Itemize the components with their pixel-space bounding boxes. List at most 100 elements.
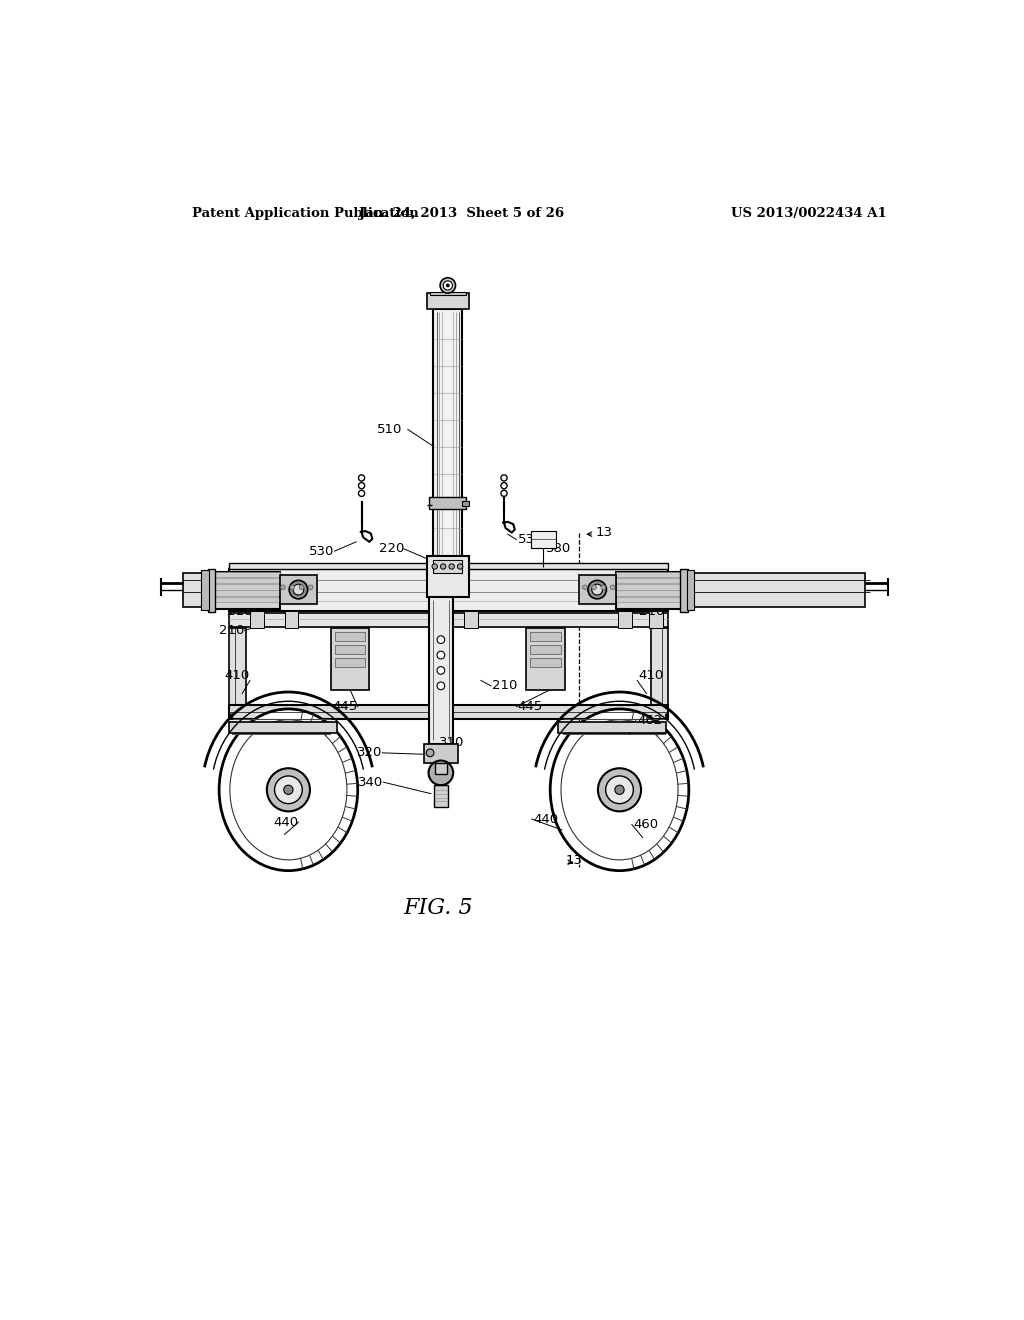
Text: US 2013/0022434 A1: US 2013/0022434 A1	[731, 207, 887, 220]
Bar	[429, 498, 466, 508]
Text: 410: 410	[224, 669, 250, 682]
Circle shape	[440, 564, 445, 569]
Bar	[285, 611, 298, 628]
Text: 530: 530	[518, 533, 544, 546]
Text: 13: 13	[596, 527, 612, 539]
Circle shape	[293, 585, 304, 595]
Bar	[424, 743, 458, 763]
Bar	[433, 611, 447, 628]
Circle shape	[443, 281, 453, 290]
Bar	[615, 585, 682, 590]
Circle shape	[458, 564, 463, 569]
Circle shape	[601, 585, 605, 590]
Text: 410: 410	[639, 669, 664, 682]
Bar	[530, 632, 561, 642]
Bar	[229, 569, 668, 611]
Circle shape	[432, 564, 437, 569]
Bar	[183, 573, 229, 607]
Ellipse shape	[550, 709, 689, 871]
Bar	[250, 611, 264, 628]
Bar	[651, 628, 668, 705]
Circle shape	[614, 785, 625, 795]
Bar	[615, 572, 682, 577]
Circle shape	[429, 760, 454, 785]
Text: 210: 210	[227, 605, 252, 618]
Circle shape	[592, 585, 602, 595]
Bar	[579, 576, 615, 605]
Bar	[530, 659, 561, 668]
Text: 210: 210	[219, 624, 245, 638]
Text: 510: 510	[377, 422, 402, 436]
Bar	[229, 705, 668, 719]
Circle shape	[592, 585, 596, 590]
Bar	[202, 570, 209, 610]
Bar	[229, 722, 337, 733]
Text: 440: 440	[273, 816, 298, 829]
Text: 445: 445	[518, 700, 543, 713]
Circle shape	[588, 581, 606, 599]
Ellipse shape	[219, 709, 357, 871]
Bar	[429, 595, 454, 743]
Bar	[335, 645, 366, 655]
Text: FIG. 5: FIG. 5	[403, 896, 473, 919]
Bar	[670, 573, 865, 607]
Text: 580: 580	[547, 543, 571, 556]
Text: 340: 340	[357, 776, 383, 788]
Text: 520: 520	[628, 574, 652, 587]
Circle shape	[583, 585, 587, 590]
Bar	[427, 557, 469, 597]
Bar	[649, 611, 663, 628]
Circle shape	[437, 682, 444, 689]
Bar	[433, 560, 463, 573]
Circle shape	[281, 585, 286, 590]
Bar	[617, 611, 632, 628]
Bar	[464, 611, 478, 628]
Text: 462: 462	[637, 714, 663, 727]
Text: 220: 220	[379, 543, 403, 556]
Bar	[214, 597, 280, 602]
Text: Jan. 24, 2013  Sheet 5 of 26: Jan. 24, 2013 Sheet 5 of 26	[359, 207, 564, 220]
Bar	[229, 562, 668, 569]
Text: 530: 530	[309, 545, 335, 557]
Circle shape	[284, 785, 293, 795]
Text: 210: 210	[639, 605, 665, 618]
Ellipse shape	[230, 719, 347, 859]
Bar	[686, 570, 694, 610]
Bar	[615, 597, 682, 602]
Bar	[434, 785, 447, 807]
Text: 440: 440	[534, 813, 558, 825]
Circle shape	[446, 284, 450, 286]
Text: 210: 210	[493, 680, 518, 693]
Text: 310: 310	[438, 735, 464, 748]
Text: 320: 320	[357, 746, 382, 759]
Circle shape	[426, 748, 434, 756]
Text: 445: 445	[333, 700, 357, 713]
Circle shape	[299, 585, 304, 590]
Circle shape	[605, 776, 634, 804]
Circle shape	[437, 636, 444, 644]
Bar	[208, 569, 215, 612]
Bar	[680, 569, 688, 612]
Bar	[229, 612, 668, 627]
Bar	[214, 578, 280, 583]
Circle shape	[267, 768, 310, 812]
Bar	[430, 292, 466, 294]
Circle shape	[437, 651, 444, 659]
Circle shape	[440, 277, 456, 293]
Circle shape	[598, 768, 641, 812]
Text: 460: 460	[634, 818, 658, 832]
Bar	[214, 572, 280, 609]
Circle shape	[610, 585, 614, 590]
Bar	[435, 763, 447, 775]
Circle shape	[308, 585, 313, 590]
Bar	[331, 628, 370, 689]
Bar	[530, 645, 561, 655]
Bar	[214, 590, 280, 595]
Bar	[427, 293, 469, 309]
Text: Patent Application Publication: Patent Application Publication	[193, 207, 419, 220]
Circle shape	[274, 776, 302, 804]
Bar	[615, 590, 682, 595]
Bar	[526, 628, 565, 689]
Bar	[229, 628, 246, 705]
Bar	[214, 572, 280, 577]
